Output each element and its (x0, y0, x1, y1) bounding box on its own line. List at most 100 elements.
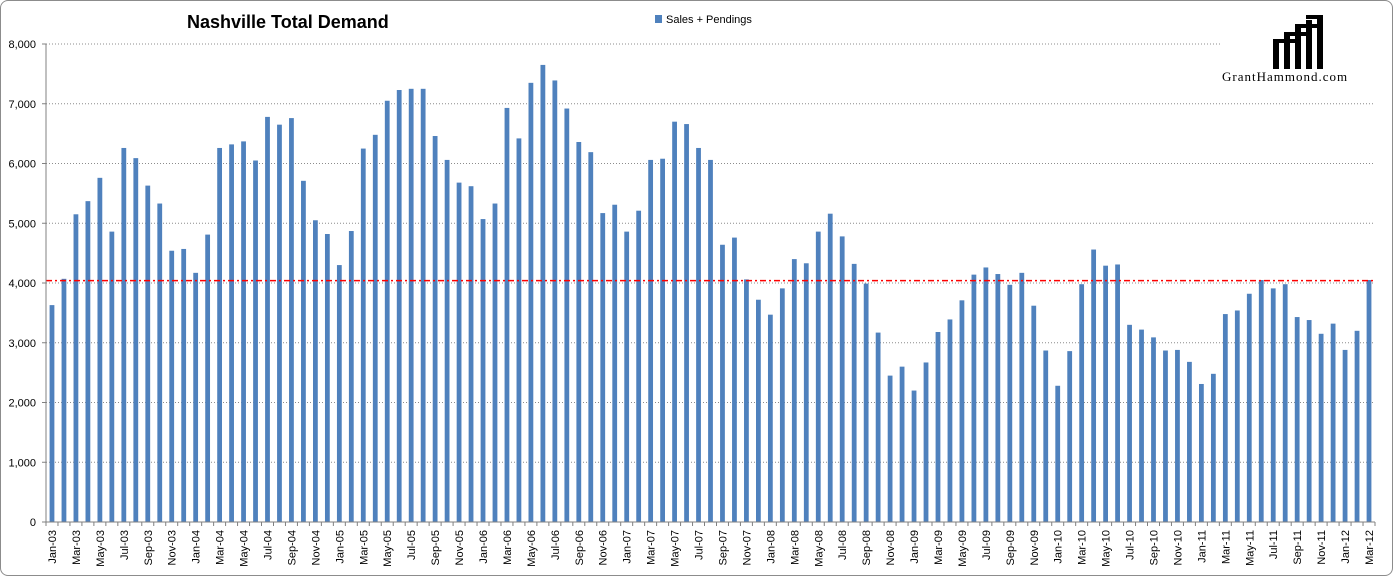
bar (1246, 293, 1252, 522)
legend-swatch (655, 15, 662, 23)
chart-title: Nashville Total Demand (187, 12, 389, 32)
bar (911, 390, 917, 522)
x-tick-label: Jan-10 (1053, 530, 1065, 564)
x-tick-label: May-08 (813, 530, 825, 567)
brand-name: GrantHammond.com (1222, 69, 1348, 84)
bar (217, 147, 223, 522)
bar (229, 144, 234, 522)
x-tick-label: Jul-10 (1125, 530, 1137, 560)
bar (696, 147, 701, 522)
x-tick-label: Sep-06 (574, 530, 586, 565)
bar (744, 279, 749, 522)
bar (1019, 272, 1025, 522)
y-axis-ticks: 0 1,000 2,000 3,000 4,000 5,000 6,000 7,000 8,00… (8, 39, 46, 529)
bar (1354, 330, 1360, 522)
bar (923, 362, 929, 522)
bar (588, 152, 594, 522)
bar (600, 213, 606, 522)
bar (1294, 317, 1300, 522)
x-tick-label: Sep-04 (286, 530, 298, 565)
x-tick-label: Jan-09 (909, 530, 921, 564)
bar (169, 250, 175, 523)
bar (121, 147, 127, 522)
x-tick-label: Jan-06 (478, 530, 490, 564)
bar (265, 116, 270, 523)
x-tick-label: Sep-03 (143, 530, 155, 565)
bar (827, 213, 833, 522)
x-tick-label: Sep-08 (861, 530, 873, 565)
bar (348, 231, 354, 522)
x-tick-label: May-06 (526, 530, 538, 567)
bar (408, 88, 414, 522)
x-tick-label: Sep-07 (717, 530, 729, 565)
bar (708, 159, 713, 523)
bar (815, 231, 821, 523)
bar (301, 180, 306, 522)
bar (205, 234, 211, 523)
bar (1187, 361, 1192, 522)
x-tick-label: Jul-05 (406, 530, 418, 560)
bar (372, 134, 378, 522)
bar (1330, 323, 1336, 522)
y-tick-label: 6,000 (8, 159, 36, 171)
x-tick-label: May-11 (1244, 530, 1256, 566)
x-tick-label: May-10 (1101, 530, 1113, 567)
bar (1043, 350, 1049, 522)
bar (899, 366, 905, 522)
bar (791, 259, 797, 522)
bar (1151, 337, 1156, 522)
x-tick-label: Nov-07 (741, 530, 753, 565)
x-tick-label: May-09 (957, 530, 969, 567)
bar (612, 204, 618, 523)
bar (983, 267, 989, 522)
bar (624, 231, 630, 523)
bar (253, 160, 258, 522)
x-tick-label: Jan-04 (191, 530, 203, 564)
bar (193, 272, 199, 522)
x-tick-label: Jan-05 (334, 530, 346, 564)
bar (516, 138, 522, 522)
bar (61, 278, 67, 522)
x-tick-label: Mar-10 (1077, 530, 1089, 565)
x-tick-label: Mar-06 (502, 530, 514, 565)
bar (672, 121, 677, 523)
bar (480, 219, 486, 522)
y-tick-label: 2,000 (8, 398, 36, 410)
bar (277, 124, 282, 522)
x-tick-label: Sep-05 (430, 530, 442, 565)
x-tick-label: Nov-11 (1316, 530, 1328, 565)
bar (1306, 320, 1312, 522)
x-axis-ticks: Jan-03 Mar-03 May-03 Jul-03 Sep-03 Nov-03 Jan-… (45, 522, 1376, 567)
bar (1175, 349, 1180, 522)
bar (767, 314, 773, 522)
x-tick-label: Jul-11 (1268, 530, 1280, 559)
bar (1258, 280, 1264, 522)
x-tick-label: Mar-08 (789, 530, 801, 565)
x-tick-label: Nov-10 (1172, 530, 1184, 565)
bar (755, 299, 761, 522)
bar (684, 124, 689, 522)
bar (1163, 350, 1168, 522)
bar (528, 82, 534, 523)
bar (564, 108, 570, 522)
bar (779, 288, 785, 522)
bar (1139, 329, 1144, 522)
bar (875, 332, 881, 522)
x-tick-label: May-03 (95, 530, 107, 567)
bar (384, 100, 390, 522)
legend-label: Sales + Pendings (666, 14, 752, 26)
bar (1055, 385, 1061, 522)
bar (336, 265, 342, 522)
bar (1210, 373, 1216, 522)
x-tick-label: Jul-03 (119, 530, 131, 560)
x-tick-label: Jan-11 (1196, 530, 1208, 563)
bar (157, 203, 163, 522)
bar (1079, 284, 1085, 522)
bar (85, 201, 91, 522)
bar (803, 263, 809, 522)
bars (49, 64, 1372, 523)
bar (1115, 264, 1120, 522)
bar (1282, 284, 1288, 522)
x-tick-label: Nov-08 (885, 530, 897, 565)
